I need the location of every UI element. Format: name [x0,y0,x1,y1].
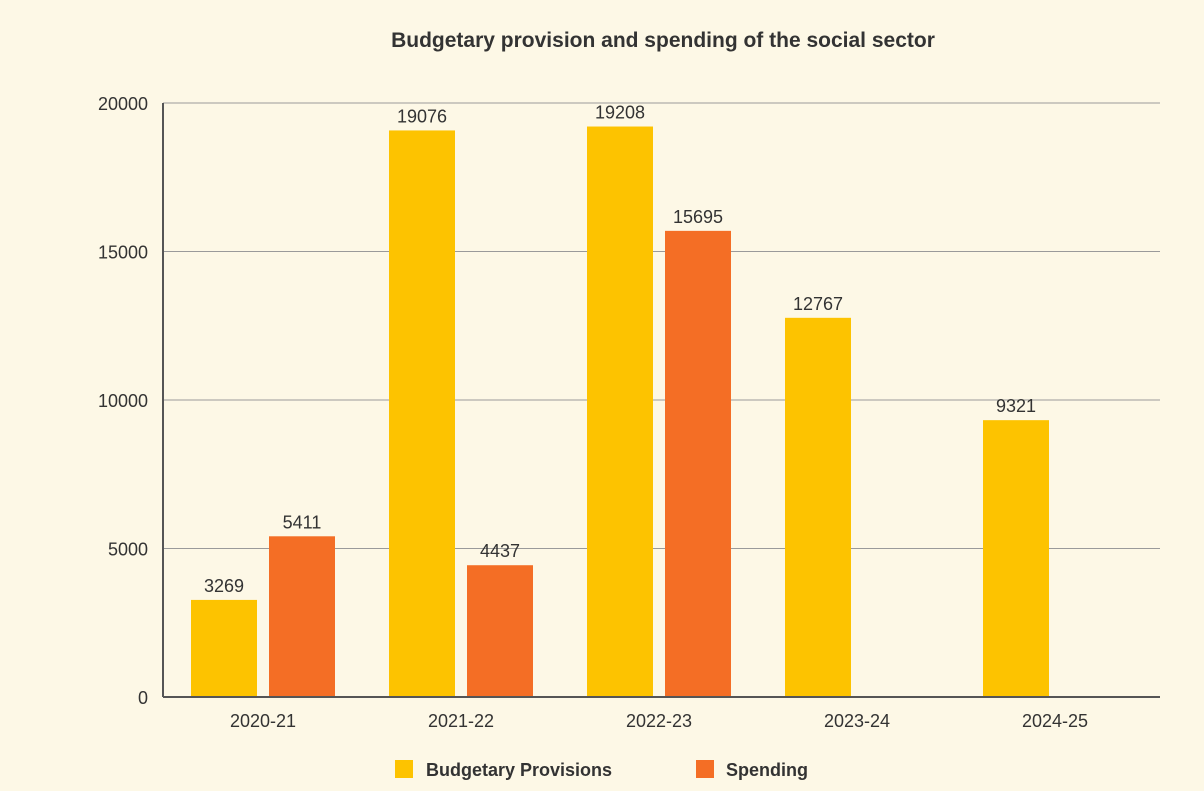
y-tick-label: 15000 [98,243,148,263]
bar-budgetary-provisions [389,130,455,697]
x-tick-label: 2020-21 [230,711,296,731]
y-tick-label: 5000 [108,540,148,560]
data-label: 19208 [595,103,645,123]
data-label: 5411 [283,512,322,532]
y-tick-label: 20000 [98,94,148,114]
bar-spending [665,230,731,697]
bar-spending [467,565,533,697]
x-tick-label: 2021-22 [428,711,494,731]
legend-swatch [696,760,714,778]
bar-spending [269,536,335,697]
legend-label: Budgetary Provisions [426,760,612,780]
x-tick-label: 2024-25 [1022,711,1088,731]
data-label: 3269 [204,576,244,596]
bar-budgetary-provisions [191,599,257,697]
chart-title: Budgetary provision and spending of the … [391,29,935,52]
bar-budgetary-provisions [587,126,653,697]
y-axis-ticks: 0 5000 10000 15000 20000 [98,94,148,708]
data-label: 9321 [996,396,1036,416]
y-tick-label: 0 [138,688,148,708]
data-label: 4437 [480,541,520,561]
data-label: 12767 [793,294,843,314]
bars [191,126,1049,697]
legend-swatch [395,760,413,778]
x-axis-ticks: 2020-21 2021-22 2022-23 2023-24 2024-25 [230,711,1088,731]
y-tick-label: 10000 [98,391,148,411]
data-label: 15695 [673,207,723,227]
data-labels: 3269 5411 19076 4437 19208 15695 12767 9321 [204,103,1036,596]
data-label: 19076 [397,106,447,126]
x-tick-label: 2023-24 [824,711,890,731]
legend-label: Spending [726,760,808,780]
bar-budgetary-provisions [983,420,1049,697]
x-tick-label: 2022-23 [626,711,692,731]
legend: Budgetary Provisions Spending [395,760,808,780]
bar-budgetary-provisions [785,317,851,697]
